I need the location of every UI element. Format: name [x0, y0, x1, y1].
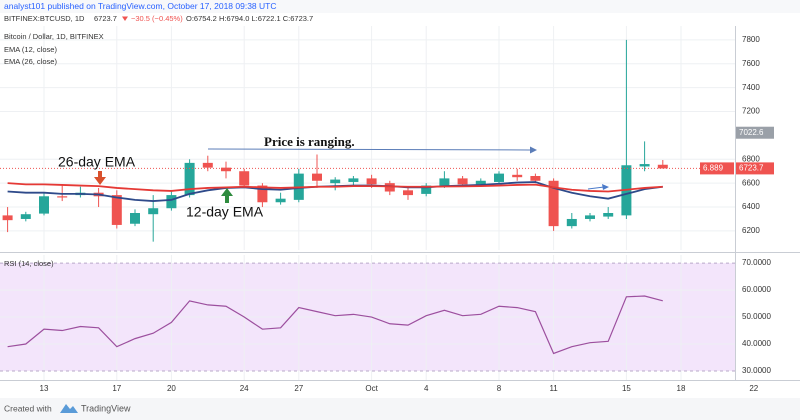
- candle-body: [184, 162, 195, 196]
- candle-body: [221, 167, 231, 172]
- x-tick-label: 20: [167, 384, 176, 393]
- annotation: 12-day EMA: [186, 204, 264, 220]
- x-tick-label: 24: [240, 384, 249, 393]
- candle-body: [111, 195, 122, 225]
- arrow-line: [587, 186, 605, 190]
- y-tick-label: 60.0000: [742, 285, 771, 294]
- candle-body: [530, 176, 541, 181]
- y-tick-label: 7400: [742, 83, 760, 92]
- annotation: 26-day EMA: [58, 154, 136, 170]
- percent-box: [700, 162, 734, 175]
- candle-body: [494, 173, 504, 182]
- candle-body: [366, 178, 377, 185]
- candle-body: [421, 185, 432, 194]
- logo: [60, 404, 78, 413]
- candle-body: [257, 185, 268, 203]
- price-label-box: [736, 162, 774, 175]
- price-label: 6723.7: [739, 164, 764, 173]
- candle-body: [239, 171, 250, 186]
- y-tick-label: 7800: [742, 35, 760, 44]
- arrow-line: [207, 148, 531, 151]
- arrow-head: [530, 146, 537, 154]
- arrow-head: [94, 177, 106, 185]
- candle-body: [166, 195, 177, 209]
- arrow-head: [221, 188, 233, 196]
- symbol-line: BITFINEX:BTCUSD, 1D 6723.7 −30.5 (−0.45%…: [4, 14, 313, 23]
- candle-body: [384, 183, 395, 192]
- ema-line: [7, 182, 663, 193]
- header-bar: [0, 0, 800, 13]
- range-arrow: [207, 146, 537, 154]
- candle-body: [202, 162, 213, 168]
- x-tick-label: 11: [549, 384, 558, 393]
- last-price: 6723.7: [94, 14, 117, 23]
- symbol: BITFINEX:BTCUSD, 1D: [4, 14, 85, 23]
- price-label-box: [736, 126, 774, 139]
- candle-body: [512, 174, 523, 178]
- y-tick-label: 6800: [742, 154, 760, 163]
- candle-body: [457, 178, 468, 185]
- plot: 13 17 20 24 27 Oct 4 8 11 15 18 22 6200 6400 6600 6800 7…: [0, 26, 774, 393]
- y-tick-label: 70.0000: [742, 258, 771, 267]
- candle-body: [312, 173, 322, 181]
- footer-bar: [0, 398, 800, 420]
- candle-body: [657, 164, 668, 169]
- candle-body: [57, 196, 68, 198]
- candle-body: [548, 180, 559, 227]
- candle-body: [39, 196, 49, 214]
- candle-body: [275, 198, 286, 203]
- candle-body: [130, 213, 140, 224]
- y-tick-label: 30.0000: [742, 366, 771, 375]
- y-tick-label: 6200: [742, 226, 760, 235]
- price-label: 7022.6: [739, 128, 764, 137]
- candle-body: [639, 164, 650, 167]
- footer-created: Created with: [4, 403, 52, 413]
- percent-label: 6.889: [703, 164, 724, 173]
- x-tick-label: 27: [294, 384, 303, 393]
- candle-body: [603, 213, 614, 217]
- footer-brand: TradingView: [81, 403, 131, 413]
- candle-body: [566, 218, 577, 227]
- x-tick-label: Oct: [365, 384, 378, 393]
- x-tick-label: 15: [622, 384, 631, 393]
- candle-body: [20, 214, 31, 219]
- y-tick-label: 7600: [742, 59, 760, 68]
- candle-body: [348, 178, 359, 182]
- annotation: Price is ranging.: [264, 134, 355, 149]
- x-tick-label: 18: [677, 384, 686, 393]
- chart-title: Bitcoin / Dollar, 1D, BITFINEX: [4, 32, 104, 41]
- y-tick-label: 50.0000: [742, 312, 771, 321]
- candle-body: [2, 215, 13, 221]
- candle-body: [330, 179, 341, 184]
- candle-body: [403, 190, 413, 196]
- down-arrow: [122, 16, 128, 21]
- arrow-head: [602, 184, 609, 190]
- candle-body: [475, 180, 486, 185]
- y-tick-label: 7200: [742, 107, 760, 116]
- arrow-shaft: [225, 196, 229, 203]
- x-tick-label: 17: [112, 384, 121, 393]
- y-tick-label: 6600: [742, 178, 760, 187]
- x-tick-label: 13: [40, 384, 49, 393]
- ohlc: O:6754.2 H:6794.0 L:6722.1 C:6723.7: [186, 14, 313, 23]
- y-tick-label: 40.0000: [742, 339, 771, 348]
- change: −30.5 (−0.45%): [131, 14, 183, 23]
- small-arrow: [587, 184, 609, 190]
- candle-body: [148, 208, 159, 215]
- x-tick-label: 22: [749, 384, 758, 393]
- candle-body: [585, 215, 595, 219]
- x-tick-label: 8: [497, 384, 502, 393]
- legend-entry: EMA (12, close): [4, 45, 57, 54]
- legend-entry: EMA (26, close): [4, 57, 57, 66]
- ema26-arrow: [94, 171, 106, 185]
- rsi-title: RSI (14, close): [4, 259, 54, 268]
- candle-body: [439, 178, 450, 186]
- ema12-arrow: [221, 188, 233, 203]
- published: analyst101 published on TradingView.com,…: [4, 1, 277, 11]
- arrow-shaft: [98, 171, 102, 178]
- y-tick-label: 6400: [742, 202, 760, 211]
- x-tick-label: 4: [424, 384, 429, 393]
- rsi-line: [7, 295, 663, 355]
